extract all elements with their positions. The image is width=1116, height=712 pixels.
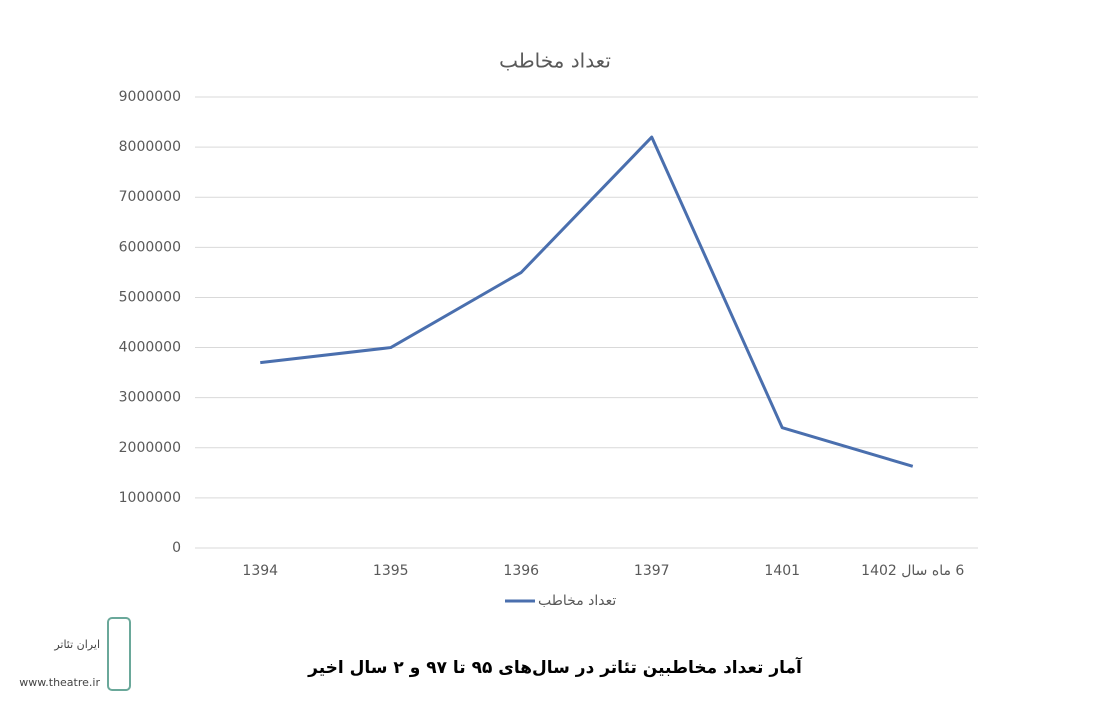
caption: آمار تعداد مخاطبین تئاتر در سال‌های ۹۵ ت… — [307, 656, 803, 678]
x-tick-label: 1401 — [764, 563, 800, 579]
x-tick-label: 1394 — [242, 563, 278, 579]
logo-emblem — [107, 617, 131, 691]
x-tick-label: 1395 — [373, 563, 409, 579]
series-line — [260, 135, 914, 468]
logo-url: www.theatre.ir — [19, 676, 100, 689]
logo-name: ایران تئاتر — [53, 638, 100, 651]
x-tick-label: 1397 — [634, 563, 670, 579]
y-tick-label: 3000000 — [119, 390, 181, 406]
y-tick-label: 9000000 — [119, 89, 181, 105]
y-tick-label: 8000000 — [119, 139, 181, 155]
y-tick-label: 0 — [172, 540, 181, 556]
x-tick-label: 6 ماه سال 1402 — [861, 563, 964, 579]
y-tick-label: 2000000 — [119, 440, 181, 456]
y-tick-label: 4000000 — [119, 340, 181, 356]
y-tick-label: 1000000 — [119, 490, 181, 506]
chart-title: تعداد مخاطب — [499, 49, 611, 73]
legend-label: تعداد مخاطب — [538, 593, 616, 609]
x-tick-label: 1396 — [503, 563, 539, 579]
logo: ایران تئاتر www.theatre.ir — [19, 617, 131, 691]
y-tick-label: 7000000 — [119, 189, 181, 205]
y-tick-label: 5000000 — [119, 289, 181, 305]
y-tick-label: 6000000 — [119, 239, 181, 255]
